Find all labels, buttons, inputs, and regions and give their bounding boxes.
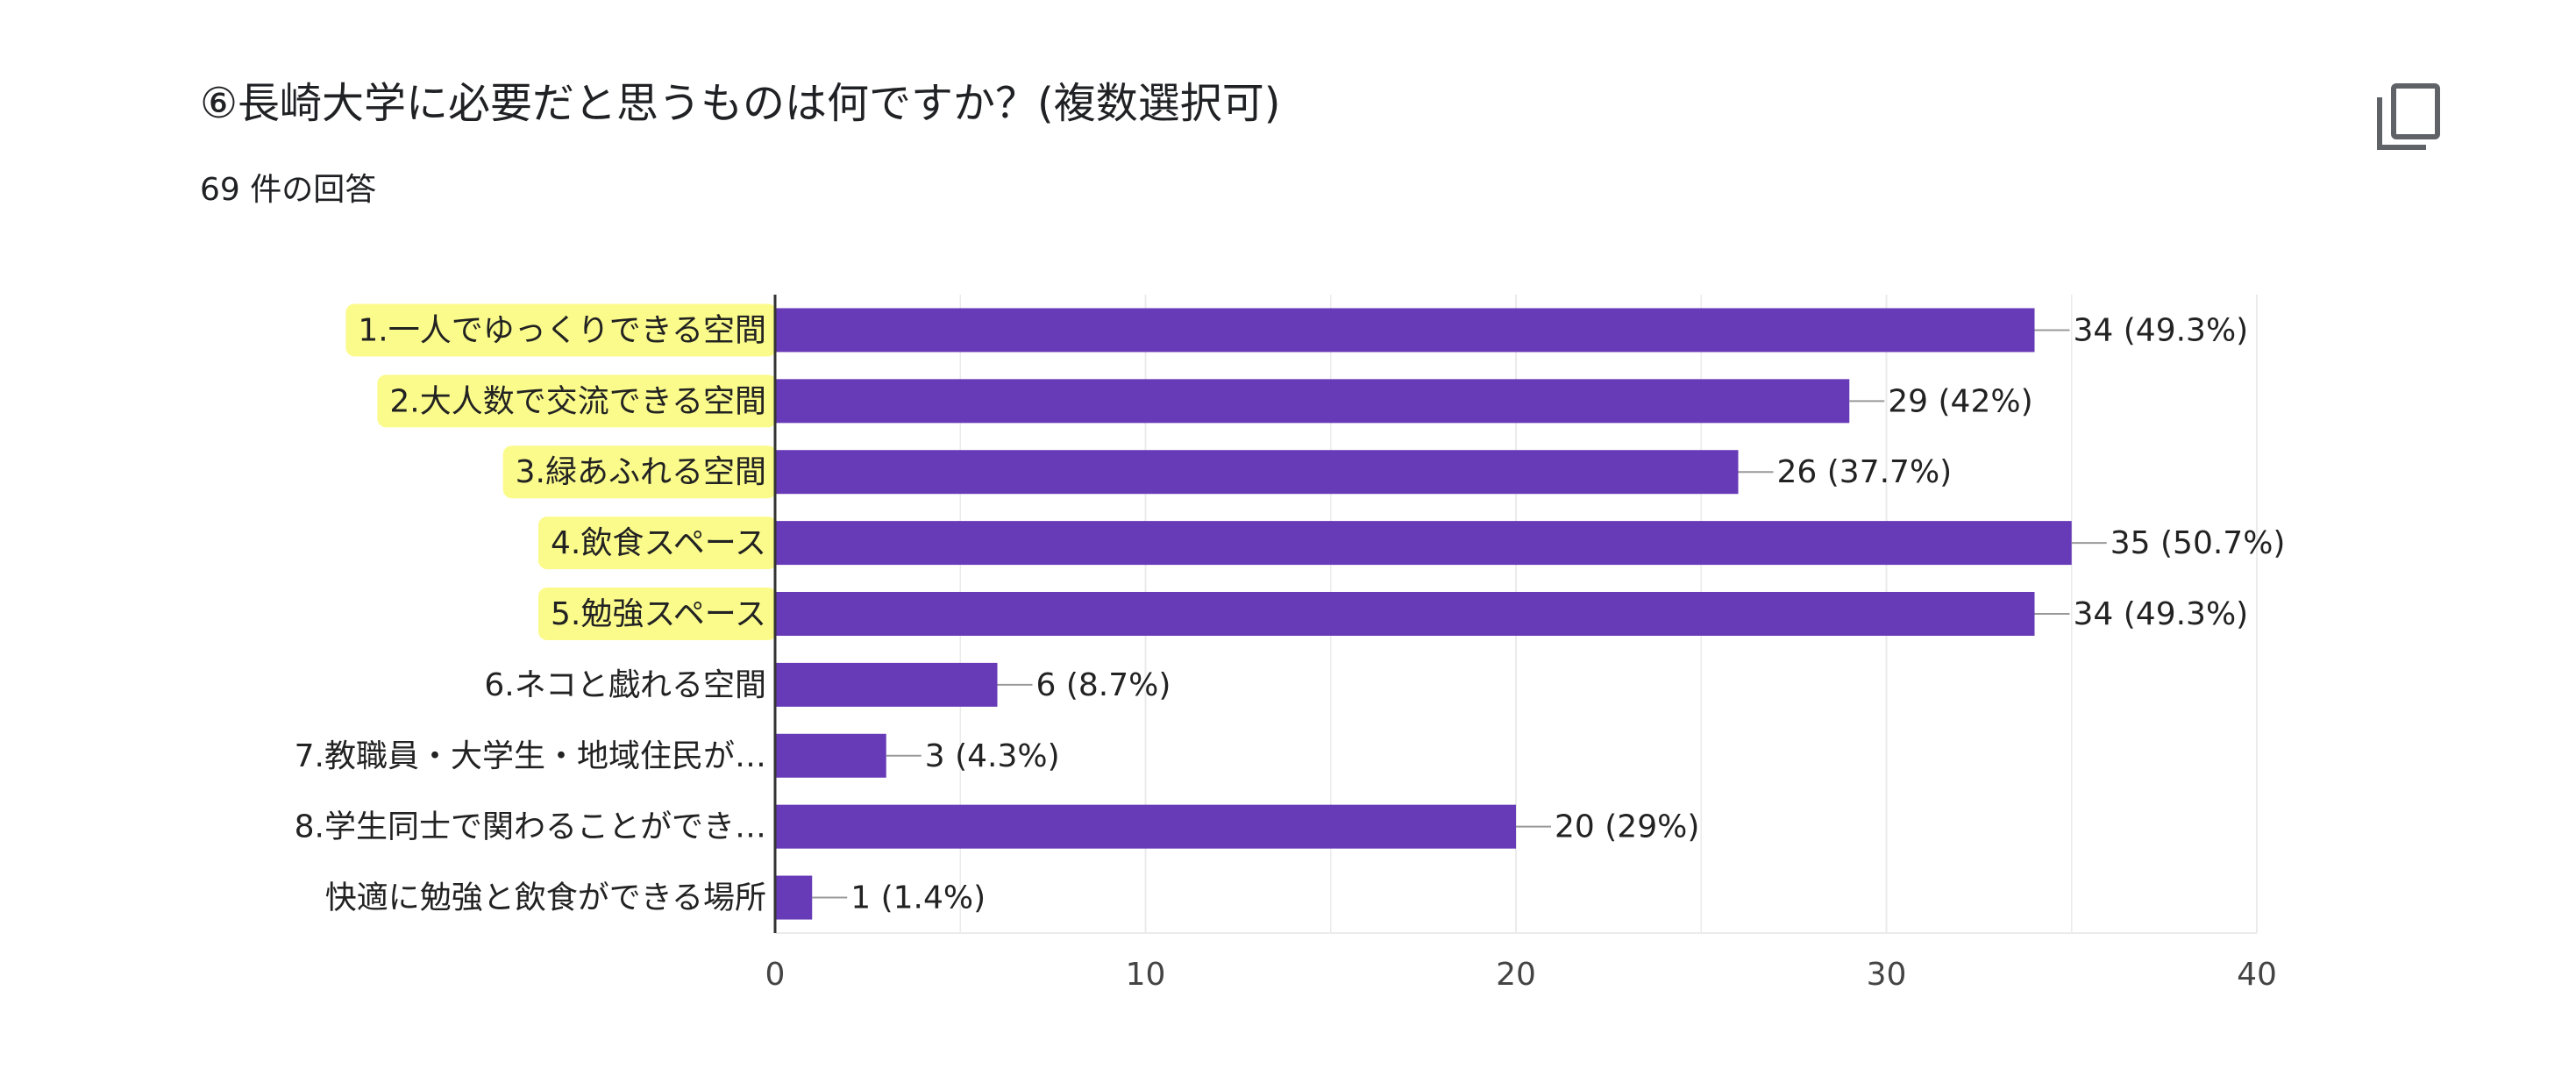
value-label: 20 (29%) [1555,809,1699,845]
bar [775,450,1739,495]
highlight-layer [345,303,777,640]
category-label: 4.飲食スペース [551,525,766,561]
bar [775,521,2072,566]
x-tick-label: 0 [765,957,786,993]
highlight-mark [377,374,777,428]
value-label: 1 (1.4%) [850,880,986,916]
value-label: 26 (37.7%) [1777,454,1953,490]
x-tick-label: 40 [2237,957,2277,993]
highlight-mark [537,517,777,570]
category-label: 8.学生同士で関わることができ… [295,809,766,845]
page-title: ⑥長崎大学に必要だと思うものは何ですか？(複数選択可) [200,79,1281,128]
bar [775,875,813,920]
highlight-mark [537,588,777,640]
x-tick-label: 10 [1126,957,1166,993]
highlight-mark [345,303,777,357]
response-count: 69 件の回答 [200,172,377,208]
value-label: 34 (49.3%) [2074,596,2249,632]
category-label: 2.大人数で交流できる空間 [389,383,766,419]
value-label: 3 (4.3%) [925,738,1060,774]
bar [775,308,2035,353]
value-label: 6 (8.7%) [1036,667,1171,703]
bar [775,804,1516,849]
category-label: 5.勉強スペース [551,596,766,632]
category-label: 3.緑あふれる空間 [516,454,766,490]
bar [775,379,1850,424]
bar [775,662,998,707]
bar [775,733,886,778]
value-label: 34 (49.3%) [2074,312,2249,348]
category-label: 快適に勉強と飲食ができる場所 [325,880,766,916]
category-label: 6.ネコと戯れる空間 [484,667,766,703]
bar [775,592,2035,636]
category-label: 7.教職員・大学生・地域住民が… [295,738,766,774]
copy-icon [2377,83,2440,150]
bar-layer [773,295,2072,933]
value-label: 35 (50.7%) [2110,525,2286,561]
highlight-mark [502,445,777,499]
label-layer: 0 10 20 30 40 1.一人でゆっくりできる空間 34 (49.3%) 2.大人数で交… [295,312,2286,993]
x-tick-label: 20 [1496,957,1536,993]
copy-button[interactable] [2367,77,2446,156]
x-tick-label: 30 [1867,957,1907,993]
value-label: 29 (42%) [1888,383,2032,419]
category-label: 1.一人でゆっくりできる空間 [358,312,766,348]
